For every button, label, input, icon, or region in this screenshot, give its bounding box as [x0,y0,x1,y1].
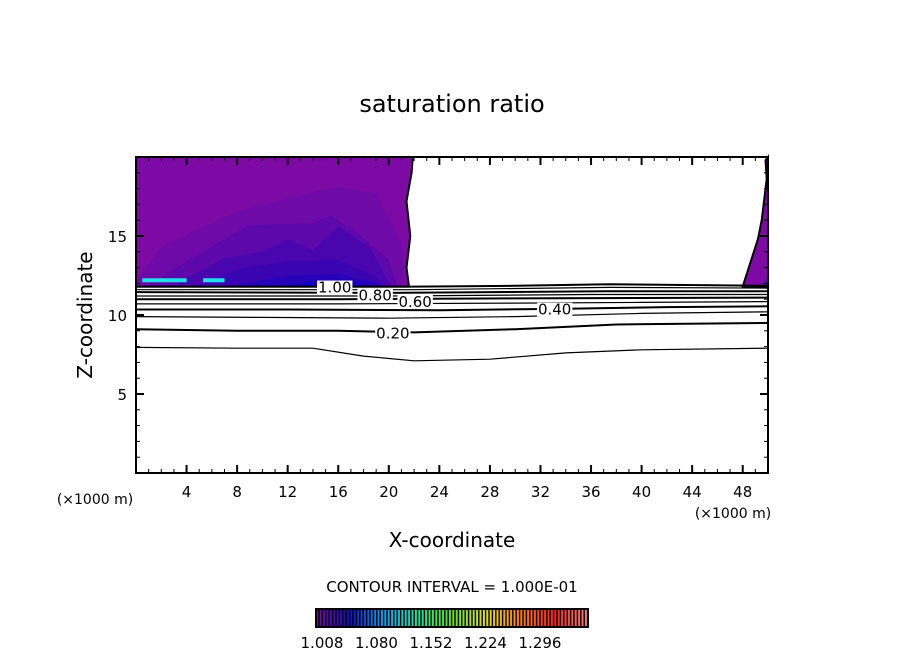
x-tick-label: 16 [329,483,348,501]
contour-label: 0.40 [538,301,571,319]
colorbar-tick-label: 1.080 [355,634,398,652]
contour-line [135,290,768,294]
contour-line [135,311,769,319]
y-tick-label: 15 [108,228,127,246]
x-tick-label: 4 [182,483,192,501]
x-unit-right: (×1000 m) [695,506,771,522]
colorbar: 1.008 1.080 1.152 1.224 1.296 [301,608,589,652]
x-axis-label: X-coordinate [389,528,516,552]
x-tick-label: 24 [430,483,449,501]
x-tick-label: 28 [480,483,499,501]
x-tick-label: 32 [531,483,550,501]
contour-line [136,286,769,291]
x-tick-label: 36 [581,483,600,501]
contour-line [136,305,769,312]
colorbar-tick-label: 1.008 [301,634,344,652]
x-tick-label: 8 [232,483,242,501]
x-tick-label: 48 [733,483,752,501]
contour-labels: 1.00 0.80 0.60 0.40 0.20 [317,279,573,342]
colorbar-tick-label: 1.224 [464,634,507,652]
contour-line [136,293,768,297]
y-axis-label: Z-coordinate [73,251,97,378]
colorbar-frame [315,608,589,628]
contour-label: 0.80 [358,286,391,304]
y-tick-label: 10 [108,307,127,325]
x-tick-label: 12 [278,483,297,501]
x-tick-label: 40 [632,483,651,501]
contour-label: 1.00 [318,279,351,297]
colorbar-tick-label: 1.152 [410,634,453,652]
chart-title: saturation ratio [359,90,544,118]
x-unit-left: (×1000 m) [57,492,133,508]
contour-line [136,301,769,305]
contour-line [135,346,769,362]
contour-line [136,296,769,301]
contour-lines [135,283,769,362]
contour-line [135,321,769,334]
y-tick-label: 5 [117,386,127,404]
filled-regions [135,154,769,288]
filled-region [760,277,768,287]
contour-label: 0.60 [398,293,431,311]
contour-interval: CONTOUR INTERVAL = 1.000E-01 [326,578,577,596]
contour-label: 0.20 [376,324,409,342]
colorbar-tick-label: 1.296 [519,634,562,652]
x-tick-label: 20 [379,483,398,501]
x-tick-label: 44 [683,483,702,501]
